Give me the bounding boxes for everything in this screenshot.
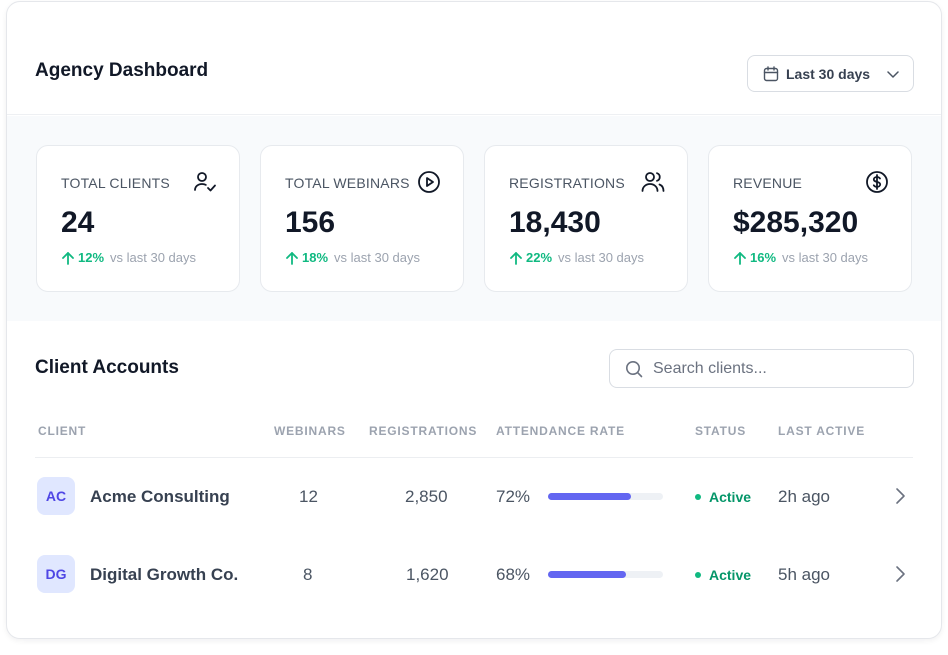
stat-delta: 18% vs last 30 days	[285, 250, 420, 265]
dashboard-header: Agency Dashboard Last 30 days	[7, 2, 941, 115]
stat-card-registrations: REGISTRATIONS 18,430 22% vs last 30 days	[484, 145, 688, 292]
column-header-attendance-rate: ATTENDANCE RATE	[496, 424, 625, 438]
play-circle-icon	[418, 171, 440, 193]
column-header-webinars: WEBINARS	[274, 424, 346, 438]
date-range-dropdown[interactable]: Last 30 days	[747, 55, 914, 92]
webinars-count: 8	[303, 565, 313, 584]
last-active: 5h ago	[778, 565, 830, 584]
stat-label: REVENUE	[733, 175, 803, 191]
registrations-count: 1,620	[406, 565, 449, 584]
stat-delta: 12% vs last 30 days	[61, 250, 196, 265]
search-input[interactable]	[653, 351, 903, 386]
registrations-count: 2,850	[405, 487, 448, 506]
table-header-divider	[35, 457, 913, 458]
section-title-client-accounts: Client Accounts	[35, 357, 179, 378]
dollar-circle-icon	[866, 171, 888, 193]
column-header-last-active: LAST ACTIVE	[778, 424, 866, 438]
chevron-right-icon[interactable]	[892, 564, 908, 584]
table-row[interactable]: DG Digital Growth Co. 8 1,620 68% Active…	[35, 536, 913, 614]
status-label: Active	[709, 489, 752, 505]
page-title: Agency Dashboard	[35, 60, 209, 81]
dashboard-card: Agency Dashboard Last 30 days TOTAL CLIE…	[6, 1, 942, 639]
calendar-icon	[763, 65, 779, 81]
avatar: DG	[37, 555, 75, 593]
arrow-up-icon	[510, 251, 522, 265]
stat-delta-percent: 16%	[750, 250, 777, 265]
stat-card-total-clients: TOTAL CLIENTS 24 12% vs last 30 days	[36, 145, 240, 292]
arrow-up-icon	[734, 251, 746, 265]
attendance-rate: 68%	[496, 565, 531, 584]
status-label: Active	[709, 567, 752, 583]
stat-delta: 22% vs last 30 days	[509, 250, 644, 265]
webinars-count: 12	[299, 487, 318, 506]
column-header-client: CLIENT	[38, 424, 87, 438]
client-name: Digital Growth Co.	[90, 565, 239, 584]
avatar: AC	[37, 477, 75, 515]
stat-value: 18,430	[509, 206, 601, 239]
stat-label: TOTAL CLIENTS	[61, 175, 170, 191]
search-icon	[626, 361, 643, 378]
chevron-right-icon[interactable]	[892, 486, 908, 506]
stat-delta-percent: 22%	[526, 250, 553, 265]
column-header-status: STATUS	[695, 424, 747, 438]
attendance-bar-fill	[548, 571, 627, 578]
status-dot	[695, 572, 701, 578]
stat-card-revenue: REVENUE $285,320 16% vs last 30 days	[708, 145, 912, 292]
stat-delta: 16% vs last 30 days	[733, 250, 868, 265]
stats-section: TOTAL CLIENTS 24 12% vs last 30 days TOT…	[7, 116, 941, 321]
stat-label: TOTAL WEBINARS	[285, 175, 410, 191]
status-badge: Active	[695, 567, 751, 583]
user-check-icon	[194, 172, 216, 192]
stat-value: 24	[61, 206, 95, 239]
last-active: 2h ago	[778, 487, 830, 506]
stat-label: REGISTRATIONS	[509, 175, 625, 191]
status-badge: Active	[695, 489, 751, 505]
attendance-bar	[548, 571, 663, 578]
stat-value: 156	[285, 206, 336, 239]
arrow-up-icon	[62, 251, 74, 265]
chevron-down-icon	[887, 71, 899, 78]
stat-card-total-webinars: TOTAL WEBINARS 156 18% vs last 30 days	[260, 145, 464, 292]
stat-delta-comparison: vs last 30 days	[558, 250, 645, 265]
stat-value: $285,320	[733, 206, 859, 239]
client-search[interactable]	[609, 349, 914, 388]
attendance-bar-fill	[548, 493, 631, 500]
stat-delta-percent: 12%	[78, 250, 105, 265]
stat-delta-percent: 18%	[302, 250, 329, 265]
users-icon	[641, 172, 665, 192]
client-name: Acme Consulting	[90, 487, 230, 506]
stat-delta-comparison: vs last 30 days	[782, 250, 869, 265]
stat-delta-comparison: vs last 30 days	[334, 250, 421, 265]
arrow-up-icon	[286, 251, 298, 265]
column-header-registrations: REGISTRATIONS	[369, 424, 478, 438]
status-dot	[695, 494, 701, 500]
attendance-bar	[548, 493, 663, 500]
attendance-rate: 72%	[496, 487, 531, 506]
date-range-label: Last 30 days	[786, 65, 871, 82]
stat-delta-comparison: vs last 30 days	[110, 250, 197, 265]
table-row[interactable]: AC Acme Consulting 12 2,850 72% Active 2…	[35, 458, 913, 536]
